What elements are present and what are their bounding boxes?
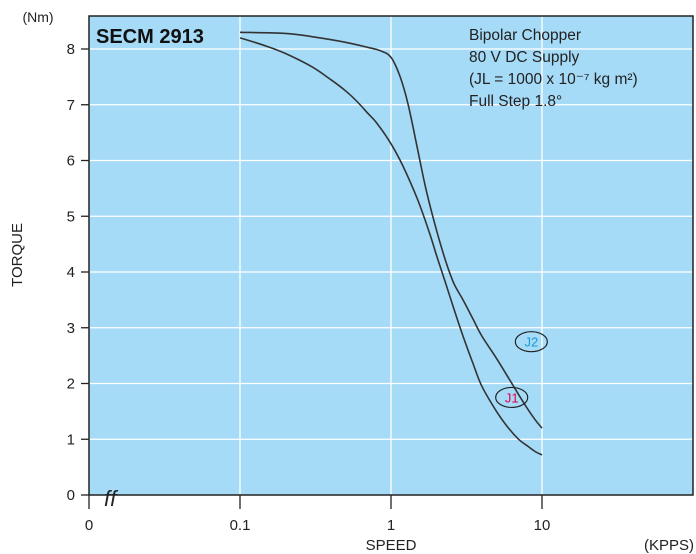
axis-break-mark: ff	[104, 486, 119, 511]
y-tick-label: 4	[67, 264, 75, 281]
chart-title: SECM 2913	[96, 26, 204, 48]
annotation-line-1: Bipolar Chopper	[469, 27, 581, 44]
x-tick-label: 1	[387, 517, 395, 534]
grid-lines	[89, 16, 693, 495]
y-tick-label: 1	[67, 431, 75, 448]
y-tick-label: 7	[67, 97, 75, 114]
x-tick-label: 0.1	[230, 517, 251, 534]
y-tick-label: 6	[67, 153, 75, 170]
series-labels: J1 J2	[495, 331, 548, 409]
y-tick-label: 3	[67, 320, 75, 337]
y-tick-label: 5	[67, 208, 75, 225]
y-unit-label: (Nm)	[22, 9, 53, 25]
series-line-j1	[239, 37, 543, 456]
series-label-ellipse	[514, 331, 548, 353]
x-tick-label: 10	[534, 517, 551, 534]
torque-curves	[239, 31, 543, 456]
series-label-text: J1	[505, 390, 519, 405]
x-axis-label: SPEED	[366, 537, 417, 554]
plot-frame	[88, 15, 694, 496]
annotation-line-4: Full Step 1.8°	[469, 93, 562, 110]
y-tick-label: 2	[67, 376, 75, 393]
conditions-annotation: Bipolar Chopper 80 V DC Supply (JL = 100…	[469, 27, 638, 110]
series-label-ellipse	[495, 386, 529, 409]
x-axis-ticks: 0 0.1 1 10	[85, 495, 551, 534]
y-tick-label: 8	[67, 41, 75, 58]
series-label-j2: J2	[514, 331, 548, 353]
y-tick-label: 0	[67, 487, 75, 504]
x-tick-label: 0	[85, 517, 93, 534]
y-axis-label: TORQUE	[9, 223, 26, 287]
series-label-j1: J1	[495, 386, 529, 409]
x-unit-label: (KPPS)	[644, 537, 694, 554]
annotation-line-2: 80 V DC Supply	[469, 49, 580, 66]
annotation-line-3: (JL = 1000 x 10⁻⁷ kg m²)	[469, 71, 638, 88]
series-label-text: J2	[524, 335, 538, 350]
series-line-j2	[239, 31, 543, 429]
y-axis-ticks: 0 1 2 3 4 5 6 7 8	[67, 41, 89, 504]
